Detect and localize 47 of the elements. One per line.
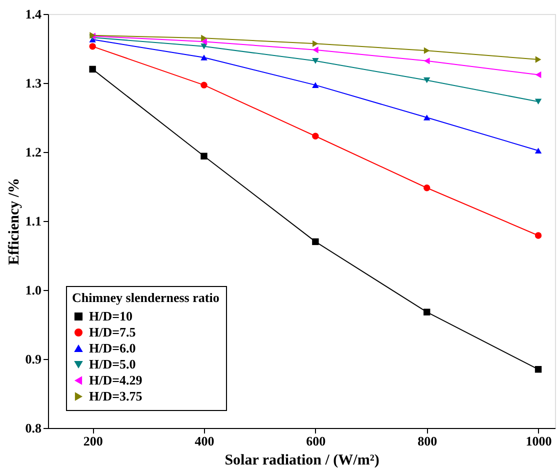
legend-title: Chimney slenderness ratio	[72, 290, 220, 305]
point	[424, 47, 430, 54]
point	[312, 132, 319, 140]
point	[312, 238, 319, 246]
legend-label: H/D=4.29	[89, 372, 143, 388]
point	[201, 34, 207, 42]
legend-label: H/D=10	[89, 308, 133, 324]
x-tick-label: 400	[194, 434, 214, 448]
point	[200, 152, 208, 160]
y-tick-label: 0.9	[25, 352, 42, 366]
point	[312, 58, 319, 64]
point	[312, 46, 318, 54]
x-tick-label: 600	[306, 434, 326, 448]
x-tick-label: 200	[83, 434, 103, 448]
point	[89, 43, 96, 50]
point	[89, 66, 96, 73]
legend-label: H/D=6.0	[89, 340, 136, 356]
point	[535, 56, 542, 63]
x-axis-title: Solar radiation / (W/m²)	[224, 452, 380, 468]
x-tick-label: 800	[418, 434, 438, 448]
point	[534, 366, 542, 373]
point	[200, 82, 208, 88]
x-tick-label: 1000	[526, 434, 552, 448]
point	[312, 82, 319, 88]
legend-label: H/D=3.75	[89, 388, 143, 404]
point	[424, 77, 430, 84]
point	[424, 308, 430, 316]
point	[200, 54, 208, 60]
point	[424, 58, 430, 64]
point	[424, 114, 430, 120]
y-tick-label: 1.0	[25, 282, 42, 298]
y-tick-label: 1.1	[25, 214, 42, 228]
point	[424, 184, 430, 192]
legend-label: H/D=5.0	[89, 356, 136, 372]
point	[535, 71, 542, 78]
point	[534, 98, 542, 105]
point	[312, 40, 318, 48]
point	[200, 44, 208, 50]
point	[534, 232, 542, 239]
y-tick-label: 1.3	[25, 76, 42, 90]
y-tick-label: 1.2	[25, 144, 42, 160]
legend-label: H/D=7.5	[89, 324, 136, 340]
point	[201, 38, 207, 45]
y-tick-label: 0.8	[25, 420, 42, 436]
y-tick-label: 1.4	[25, 6, 42, 22]
y-axis-title: Efficiency /%	[6, 178, 22, 266]
point	[534, 148, 542, 154]
